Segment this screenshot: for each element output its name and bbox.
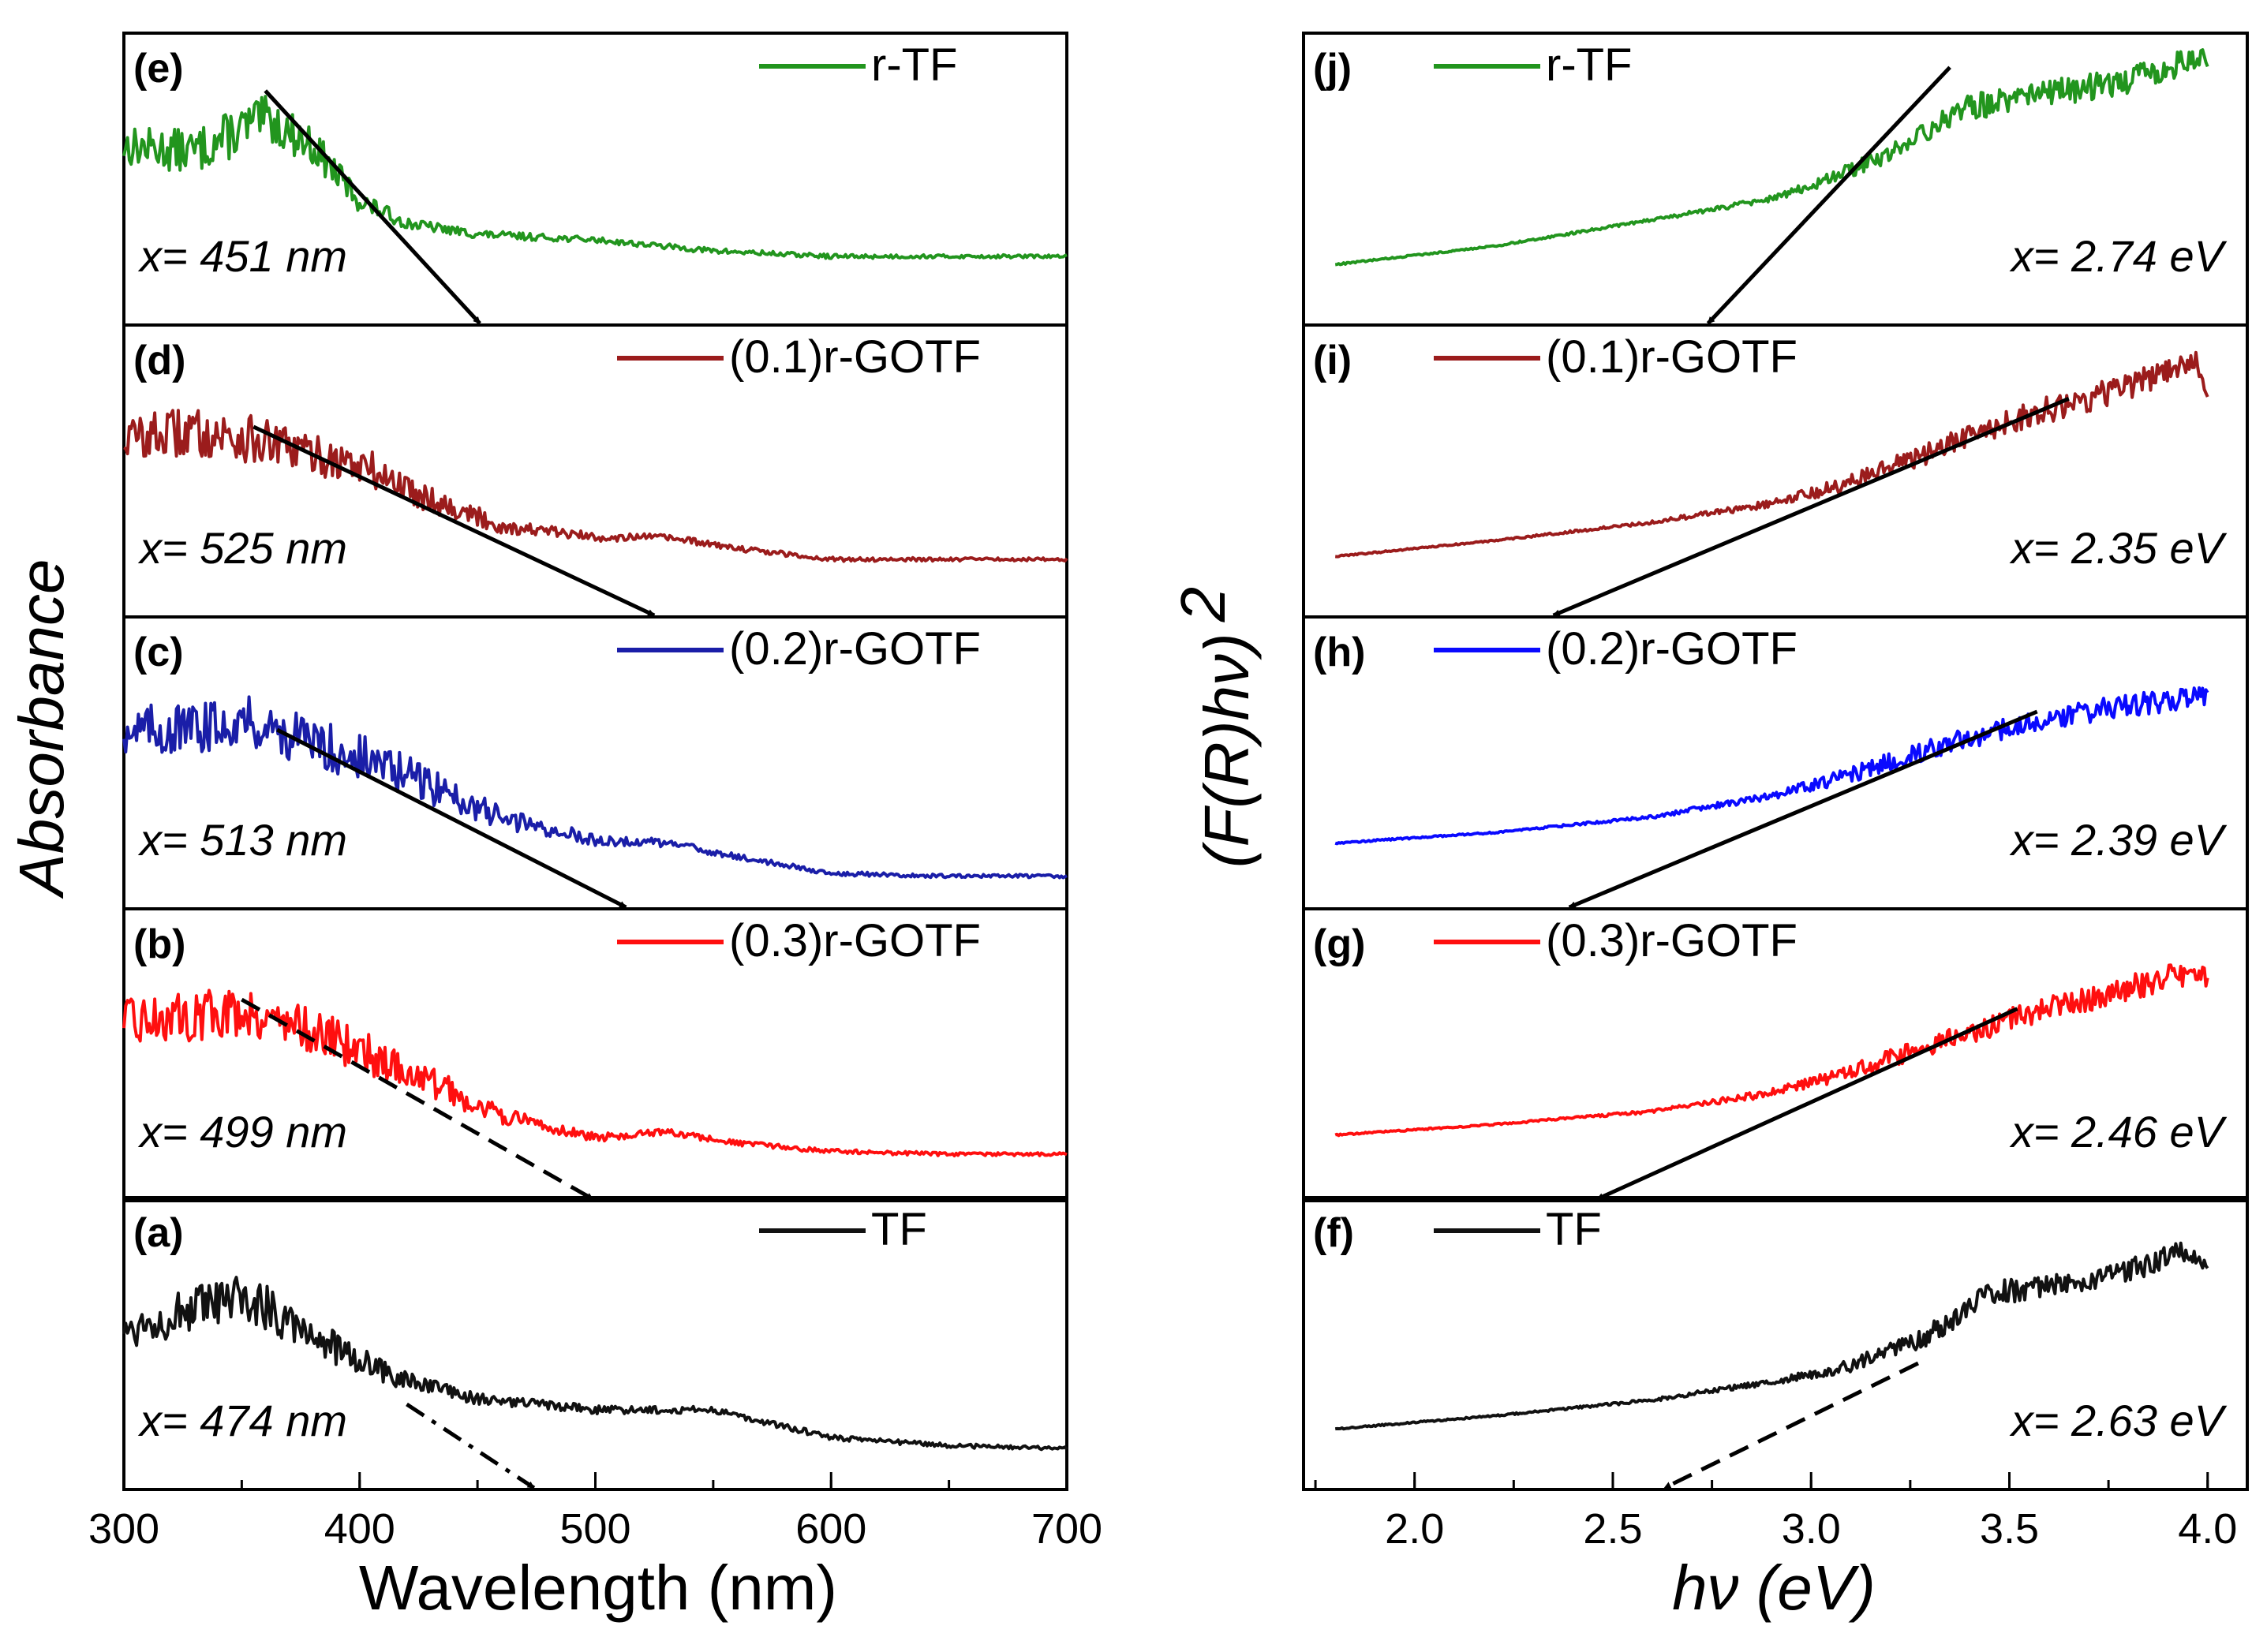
panel-a-fit-arrow [406, 1402, 536, 1490]
panel-j-fit-arrow [1706, 65, 1951, 325]
panel-i-onset-annotation: x= 2.35 eV [2009, 523, 2228, 573]
panel-g-label: (g) [1313, 921, 1365, 967]
left-x-tick-label-600: 600 [795, 1505, 866, 1553]
panel-i: (i) (0.1)r-GOTF x= 2.35 eV [1302, 323, 2249, 619]
panel-b-onset-annotation: x= 499 nm [137, 1107, 347, 1157]
panel-f-label: (f) [1313, 1210, 1354, 1256]
panel-h-label: (h) [1313, 630, 1365, 675]
panel-i-fit-arrow [1552, 397, 2070, 618]
panel-b-frame [122, 907, 1068, 1202]
panel-j: (j) r-TF x= 2.74 eV [1302, 32, 2249, 327]
panel-d-legend-label: (0.1)r-GOTF [729, 331, 981, 383]
right-y-axis-title: (F(R)hν) 2 [1168, 587, 1262, 868]
right-x-tick-label-2-5: 2.5 [1583, 1505, 1642, 1553]
left-x-tick-label-500: 500 [559, 1505, 630, 1553]
panel-a-label: (a) [133, 1210, 184, 1256]
panel-e-onset-annotation: x= 451 nm [137, 231, 347, 281]
panel-e-legend-label: r-TF [871, 39, 958, 91]
left-x-tick-label-400: 400 [324, 1505, 395, 1553]
panel-g-onset-annotation: x= 2.46 eV [2009, 1107, 2228, 1157]
right-y-axis-title-main: (F(R)hν) [1191, 633, 1262, 868]
panel-d-onset-annotation: x= 525 nm [137, 523, 347, 573]
panel-j-series-line [1334, 48, 2209, 267]
left-x-axis-title: Wavelength (nm) [359, 1553, 837, 1623]
panel-g-legend-label: (0.3)r-GOTF [1546, 915, 1798, 966]
panel-h-series-line [1334, 686, 2209, 846]
right-x-tick-label-4-0: 4.0 [2178, 1505, 2237, 1553]
panel-f-onset-annotation: x= 2.63 eV [2009, 1396, 2228, 1445]
panel-g-series-line [1334, 963, 2209, 1138]
panel-i-series-line [1335, 350, 2209, 559]
panel-g: (g) (0.3)r-GOTF x= 2.46 eV [1302, 907, 2249, 1202]
panel-h-onset-annotation: x= 2.39 eV [2009, 815, 2228, 865]
panel-b: (b) (0.3)r-GOTF x= 499 nm [122, 907, 1068, 1202]
panel-f-series-line [1334, 1241, 2209, 1431]
panel-d: (d) (0.1)r-GOTF x= 525 nm [122, 323, 1068, 619]
panel-f-frame [1302, 1196, 2249, 1491]
panel-c-label: (c) [133, 630, 184, 675]
panel-a-legend-label: TF [871, 1204, 927, 1255]
panel-a-series-line [122, 1276, 1068, 1452]
panel-d-fit-arrow [253, 424, 656, 618]
panel-j-frame [1302, 32, 2249, 327]
panel-i-label: (i) [1313, 338, 1352, 383]
panel-e-fit-arrow [264, 89, 481, 325]
panel-c: (c) (0.2)r-GOTF x= 513 nm [122, 615, 1068, 910]
panel-e-label: (e) [133, 46, 184, 92]
panel-e: (e) r-TF x= 451 nm [122, 32, 1068, 327]
right-x-tick-label-3-5: 3.5 [1980, 1505, 2039, 1553]
panel-g-fit-arrow [1596, 1007, 2018, 1202]
panel-b-legend-label: (0.3)r-GOTF [729, 915, 981, 966]
panel-i-legend-label: (0.1)r-GOTF [1546, 331, 1798, 383]
panel-h-fit-arrow [1568, 709, 2038, 910]
panel-g-frame [1302, 907, 2249, 1202]
panel-h-legend-label: (0.2)r-GOTF [1546, 623, 1798, 675]
panel-d-label: (d) [133, 338, 185, 383]
panel-c-fit-arrow [276, 727, 627, 910]
panel-b-label: (b) [133, 921, 185, 967]
panel-f: (f) TF x= 2.63 eV [1302, 1196, 2249, 1491]
panel-j-legend-label: r-TF [1546, 39, 1633, 91]
left-x-tick-label-300: 300 [88, 1505, 159, 1553]
panel-b-fit-arrow [241, 997, 594, 1202]
panel-f-legend-label: TF [1546, 1204, 1602, 1255]
right-y-axis-title-exponent: 2 [1168, 587, 1238, 623]
panel-c-legend-label: (0.2)r-GOTF [729, 623, 981, 675]
left-x-tick-label-700: 700 [1031, 1505, 1102, 1553]
panel-a: (a) TF x= 474 nm [122, 1196, 1068, 1491]
panel-h: (h) (0.2)r-GOTF x= 2.39 eV [1302, 615, 2249, 910]
left-y-axis-title: Absorbance [6, 559, 77, 899]
panel-f-fit-arrow [1663, 1361, 1920, 1490]
panel-c-series-line [122, 695, 1068, 880]
panel-a-onset-annotation: x= 474 nm [137, 1396, 347, 1445]
panel-e-series-line [122, 95, 1068, 260]
panel-j-label: (j) [1313, 46, 1352, 92]
right-x-axis-title: hν (eV) [1672, 1553, 1876, 1623]
panel-j-onset-annotation: x= 2.74 eV [2009, 231, 2228, 281]
panel-c-onset-annotation: x= 513 nm [137, 815, 347, 865]
right-x-tick-label-3-0: 3.0 [1782, 1505, 1841, 1553]
right-x-tick-label-2-0: 2.0 [1385, 1505, 1444, 1553]
